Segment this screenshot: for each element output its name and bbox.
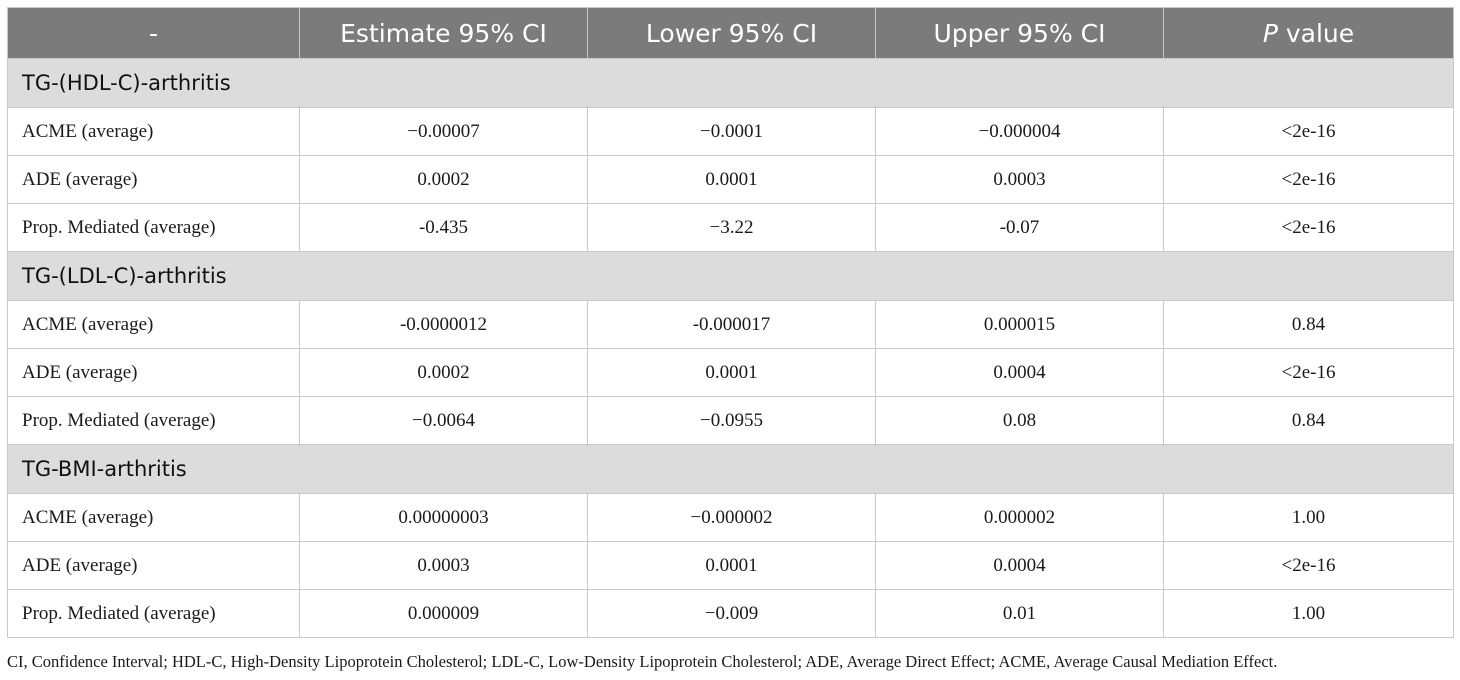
p-value-cell: 0.84 — [1163, 300, 1454, 349]
table-row: ADE (average) 0.0003 0.0001 0.0004 <2e-1… — [7, 541, 1454, 590]
section-title: TG-BMI-arthritis — [7, 444, 1454, 494]
table-row: ADE (average) 0.0002 0.0001 0.0004 <2e-1… — [7, 348, 1454, 397]
table-row: ACME (average) 0.00000003 −0.000002 0.00… — [7, 493, 1454, 542]
lower-cell: -0.000017 — [587, 300, 876, 349]
table-row: ADE (average) 0.0002 0.0001 0.0003 <2e-1… — [7, 155, 1454, 204]
lower-cell: 0.0001 — [587, 541, 876, 590]
p-value-cell: 1.00 — [1163, 493, 1454, 542]
section-row: TG-(HDL-C)-arthritis — [7, 58, 1454, 108]
row-label: ACME (average) — [7, 107, 300, 156]
header-row: - Estimate 95% CI Lower 95% CI Upper 95%… — [7, 7, 1454, 59]
estimate-cell: 0.000009 — [299, 589, 588, 638]
header-estimate: Estimate 95% CI — [299, 7, 588, 59]
lower-cell: −0.009 — [587, 589, 876, 638]
header-p-value: P value — [1163, 7, 1454, 59]
section-row: TG-BMI-arthritis — [7, 444, 1454, 494]
row-label: ACME (average) — [7, 300, 300, 349]
lower-cell: −0.0001 — [587, 107, 876, 156]
p-value-cell: <2e-16 — [1163, 203, 1454, 252]
mediation-table: - Estimate 95% CI Lower 95% CI Upper 95%… — [7, 7, 1454, 638]
section-title: TG-(HDL-C)-arthritis — [7, 58, 1454, 108]
upper-cell: 0.0004 — [875, 541, 1164, 590]
p-value-cell: <2e-16 — [1163, 348, 1454, 397]
estimate-cell: −0.00007 — [299, 107, 588, 156]
estimate-cell: 0.0002 — [299, 348, 588, 397]
row-label: ADE (average) — [7, 155, 300, 204]
lower-cell: −0.0955 — [587, 396, 876, 445]
table-row: Prop. Mediated (average) −0.0064 −0.0955… — [7, 396, 1454, 445]
table-row: ACME (average) −0.00007 −0.0001 −0.00000… — [7, 107, 1454, 156]
p-value-cell: 0.84 — [1163, 396, 1454, 445]
row-label: ADE (average) — [7, 348, 300, 397]
p-value-cell: 1.00 — [1163, 589, 1454, 638]
estimate-cell: -0.0000012 — [299, 300, 588, 349]
table-row: Prop. Mediated (average) 0.000009 −0.009… — [7, 589, 1454, 638]
estimate-cell: 0.0003 — [299, 541, 588, 590]
section-row: TG-(LDL-C)-arthritis — [7, 251, 1454, 301]
row-label: ADE (average) — [7, 541, 300, 590]
p-value-cell: <2e-16 — [1163, 541, 1454, 590]
header-lower: Lower 95% CI — [587, 7, 876, 59]
upper-cell: 0.0003 — [875, 155, 1164, 204]
estimate-cell: -0.435 — [299, 203, 588, 252]
upper-cell: −0.000004 — [875, 107, 1164, 156]
header-blank: - — [7, 7, 300, 59]
p-value-cell: <2e-16 — [1163, 155, 1454, 204]
table-row: Prop. Mediated (average) -0.435 −3.22 -0… — [7, 203, 1454, 252]
header-upper: Upper 95% CI — [875, 7, 1164, 59]
upper-cell: 0.01 — [875, 589, 1164, 638]
upper-cell: 0.000002 — [875, 493, 1164, 542]
table-row: ACME (average) -0.0000012 -0.000017 0.00… — [7, 300, 1454, 349]
estimate-cell: 0.0002 — [299, 155, 588, 204]
lower-cell: −0.000002 — [587, 493, 876, 542]
upper-cell: 0.0004 — [875, 348, 1164, 397]
row-label: ACME (average) — [7, 493, 300, 542]
lower-cell: 0.0001 — [587, 348, 876, 397]
row-label: Prop. Mediated (average) — [7, 589, 300, 638]
p-value-cell: <2e-16 — [1163, 107, 1454, 156]
estimate-cell: 0.00000003 — [299, 493, 588, 542]
lower-cell: −3.22 — [587, 203, 876, 252]
row-label: Prop. Mediated (average) — [7, 203, 300, 252]
upper-cell: 0.08 — [875, 396, 1164, 445]
estimate-cell: −0.0064 — [299, 396, 588, 445]
lower-cell: 0.0001 — [587, 155, 876, 204]
section-title: TG-(LDL-C)-arthritis — [7, 251, 1454, 301]
upper-cell: 0.000015 — [875, 300, 1164, 349]
row-label: Prop. Mediated (average) — [7, 396, 300, 445]
table-footnote: CI, Confidence Interval; HDL-C, High-Den… — [7, 652, 1278, 671]
upper-cell: -0.07 — [875, 203, 1164, 252]
